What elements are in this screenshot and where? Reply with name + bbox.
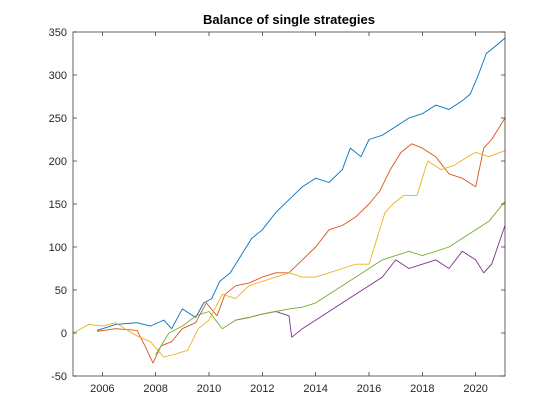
series-line-4 [235, 225, 505, 338]
y-tick-label: -50 [51, 371, 67, 383]
chart-title: Balance of single strategies [203, 12, 375, 27]
x-tick-label: 2016 [357, 383, 381, 395]
series-line-2 [96, 117, 505, 364]
x-tick-label: 2008 [143, 383, 167, 395]
y-tick-label: 250 [49, 113, 67, 125]
x-tick-label: 2018 [410, 383, 434, 395]
y-tick-label: 200 [49, 156, 67, 168]
x-tick-label: 2006 [90, 383, 114, 395]
series-line-5 [155, 201, 505, 355]
y-tick-label: 350 [49, 27, 67, 39]
y-tick-label: 0 [61, 328, 67, 340]
y-tick-label: 100 [49, 242, 67, 254]
x-tick-label: 2012 [250, 383, 274, 395]
y-tick-label: 50 [55, 285, 67, 297]
y-tick-label: 300 [49, 70, 67, 82]
series-line-3 [73, 150, 505, 358]
x-tick-label: 2020 [463, 383, 487, 395]
plot-area: -50 0 50 100 150 200 250 300 350 2006 2008 2010 2012… [49, 27, 506, 395]
x-tick-label: 2010 [197, 383, 221, 395]
x-tick-label: 2014 [303, 383, 327, 395]
plot-background [73, 32, 505, 376]
y-tick-label: 150 [49, 199, 67, 211]
series-line-1 [96, 37, 505, 331]
